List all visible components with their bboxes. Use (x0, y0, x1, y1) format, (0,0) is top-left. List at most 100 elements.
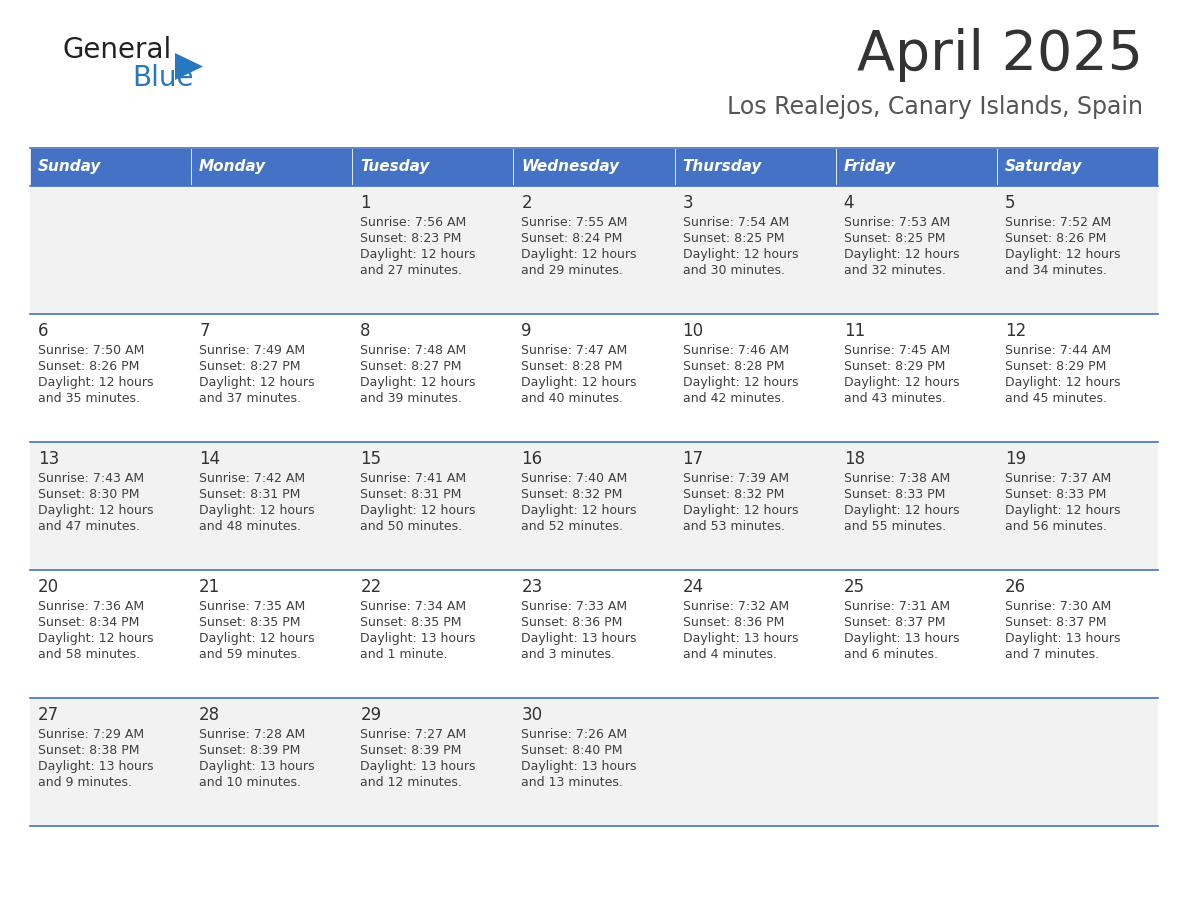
Text: Sunrise: 7:32 AM: Sunrise: 7:32 AM (683, 600, 789, 613)
Text: Sunrise: 7:38 AM: Sunrise: 7:38 AM (843, 472, 950, 485)
Text: Sunrise: 7:37 AM: Sunrise: 7:37 AM (1005, 472, 1111, 485)
Text: Daylight: 13 hours: Daylight: 13 hours (360, 760, 475, 773)
Bar (675, 148, 835, 186)
Text: Daylight: 12 hours: Daylight: 12 hours (683, 248, 798, 261)
Text: 23: 23 (522, 578, 543, 596)
Text: Daylight: 13 hours: Daylight: 13 hours (522, 760, 637, 773)
Text: Sunrise: 7:47 AM: Sunrise: 7:47 AM (522, 344, 627, 357)
Text: Daylight: 13 hours: Daylight: 13 hours (843, 632, 959, 645)
Text: Daylight: 12 hours: Daylight: 12 hours (843, 504, 959, 517)
Text: 11: 11 (843, 322, 865, 340)
Text: Sunset: 8:37 PM: Sunset: 8:37 PM (843, 616, 946, 629)
Text: Daylight: 12 hours: Daylight: 12 hours (683, 376, 798, 389)
Text: 28: 28 (200, 706, 220, 724)
Text: and 45 minutes.: and 45 minutes. (1005, 392, 1107, 405)
Text: and 30 minutes.: and 30 minutes. (683, 264, 784, 277)
Bar (30, 148, 191, 186)
Text: Thursday: Thursday (683, 160, 762, 174)
Text: and 7 minutes.: and 7 minutes. (1005, 648, 1099, 661)
Text: Sunset: 8:35 PM: Sunset: 8:35 PM (200, 616, 301, 629)
Text: Sunrise: 7:33 AM: Sunrise: 7:33 AM (522, 600, 627, 613)
Text: Sunset: 8:29 PM: Sunset: 8:29 PM (1005, 360, 1106, 373)
Text: Sunrise: 7:27 AM: Sunrise: 7:27 AM (360, 728, 467, 741)
Text: Sunrise: 7:36 AM: Sunrise: 7:36 AM (38, 600, 144, 613)
Text: 30: 30 (522, 706, 543, 724)
Text: Daylight: 12 hours: Daylight: 12 hours (200, 504, 315, 517)
Text: and 4 minutes.: and 4 minutes. (683, 648, 777, 661)
Text: Daylight: 12 hours: Daylight: 12 hours (843, 376, 959, 389)
Text: 16: 16 (522, 450, 543, 468)
Text: Sunset: 8:26 PM: Sunset: 8:26 PM (38, 360, 139, 373)
Text: Sunrise: 7:40 AM: Sunrise: 7:40 AM (522, 472, 627, 485)
Text: 14: 14 (200, 450, 220, 468)
Text: Sunset: 8:26 PM: Sunset: 8:26 PM (1005, 232, 1106, 245)
Text: Sunrise: 7:31 AM: Sunrise: 7:31 AM (843, 600, 950, 613)
Text: Daylight: 12 hours: Daylight: 12 hours (38, 376, 153, 389)
Text: 15: 15 (360, 450, 381, 468)
Text: 10: 10 (683, 322, 703, 340)
Text: and 39 minutes.: and 39 minutes. (360, 392, 462, 405)
Text: 22: 22 (360, 578, 381, 596)
Text: and 35 minutes.: and 35 minutes. (38, 392, 140, 405)
Text: and 12 minutes.: and 12 minutes. (360, 776, 462, 789)
Text: Daylight: 12 hours: Daylight: 12 hours (522, 248, 637, 261)
Text: 26: 26 (1005, 578, 1026, 596)
Text: Sunset: 8:27 PM: Sunset: 8:27 PM (200, 360, 301, 373)
Text: Sunrise: 7:50 AM: Sunrise: 7:50 AM (38, 344, 145, 357)
Text: Sunset: 8:29 PM: Sunset: 8:29 PM (843, 360, 946, 373)
Text: Sunrise: 7:48 AM: Sunrise: 7:48 AM (360, 344, 467, 357)
Text: Sunset: 8:39 PM: Sunset: 8:39 PM (200, 744, 301, 757)
Text: and 29 minutes.: and 29 minutes. (522, 264, 624, 277)
Text: Sunrise: 7:43 AM: Sunrise: 7:43 AM (38, 472, 144, 485)
Text: Daylight: 12 hours: Daylight: 12 hours (683, 504, 798, 517)
Text: Sunrise: 7:28 AM: Sunrise: 7:28 AM (200, 728, 305, 741)
Text: Daylight: 12 hours: Daylight: 12 hours (1005, 248, 1120, 261)
Text: Daylight: 12 hours: Daylight: 12 hours (360, 248, 475, 261)
Text: Sunrise: 7:26 AM: Sunrise: 7:26 AM (522, 728, 627, 741)
Text: and 34 minutes.: and 34 minutes. (1005, 264, 1107, 277)
Text: Sunset: 8:34 PM: Sunset: 8:34 PM (38, 616, 139, 629)
Bar (997, 148, 1158, 186)
Text: Sunrise: 7:49 AM: Sunrise: 7:49 AM (200, 344, 305, 357)
Text: Sunset: 8:32 PM: Sunset: 8:32 PM (522, 488, 623, 501)
Text: Sunset: 8:32 PM: Sunset: 8:32 PM (683, 488, 784, 501)
Text: and 56 minutes.: and 56 minutes. (1005, 520, 1107, 533)
Text: 20: 20 (38, 578, 59, 596)
Text: Sunday: Sunday (38, 160, 101, 174)
Bar (30, 442, 1158, 570)
Text: and 43 minutes.: and 43 minutes. (843, 392, 946, 405)
Text: and 59 minutes.: and 59 minutes. (200, 648, 301, 661)
Text: Sunset: 8:33 PM: Sunset: 8:33 PM (843, 488, 946, 501)
Text: Sunset: 8:36 PM: Sunset: 8:36 PM (522, 616, 623, 629)
Text: 24: 24 (683, 578, 703, 596)
Text: Sunset: 8:31 PM: Sunset: 8:31 PM (200, 488, 301, 501)
Text: and 53 minutes.: and 53 minutes. (683, 520, 784, 533)
Text: Daylight: 12 hours: Daylight: 12 hours (360, 376, 475, 389)
Text: Daylight: 12 hours: Daylight: 12 hours (360, 504, 475, 517)
Text: 2: 2 (522, 194, 532, 212)
Text: Wednesday: Wednesday (522, 160, 620, 174)
Text: 4: 4 (843, 194, 854, 212)
Text: Sunrise: 7:41 AM: Sunrise: 7:41 AM (360, 472, 467, 485)
Bar (30, 314, 1158, 442)
Text: 5: 5 (1005, 194, 1016, 212)
Text: Sunrise: 7:53 AM: Sunrise: 7:53 AM (843, 216, 950, 229)
Text: and 50 minutes.: and 50 minutes. (360, 520, 462, 533)
Text: and 47 minutes.: and 47 minutes. (38, 520, 140, 533)
Text: Daylight: 13 hours: Daylight: 13 hours (522, 632, 637, 645)
Text: April 2025: April 2025 (857, 28, 1143, 82)
Text: Sunrise: 7:56 AM: Sunrise: 7:56 AM (360, 216, 467, 229)
Text: and 42 minutes.: and 42 minutes. (683, 392, 784, 405)
Text: 27: 27 (38, 706, 59, 724)
Text: Sunrise: 7:54 AM: Sunrise: 7:54 AM (683, 216, 789, 229)
Text: and 6 minutes.: and 6 minutes. (843, 648, 937, 661)
Text: Sunset: 8:40 PM: Sunset: 8:40 PM (522, 744, 623, 757)
Text: Sunset: 8:23 PM: Sunset: 8:23 PM (360, 232, 462, 245)
Text: and 1 minute.: and 1 minute. (360, 648, 448, 661)
Text: and 10 minutes.: and 10 minutes. (200, 776, 301, 789)
Text: Sunrise: 7:35 AM: Sunrise: 7:35 AM (200, 600, 305, 613)
Text: Sunset: 8:25 PM: Sunset: 8:25 PM (683, 232, 784, 245)
Text: 21: 21 (200, 578, 221, 596)
Text: Daylight: 12 hours: Daylight: 12 hours (200, 376, 315, 389)
Text: Daylight: 12 hours: Daylight: 12 hours (1005, 376, 1120, 389)
